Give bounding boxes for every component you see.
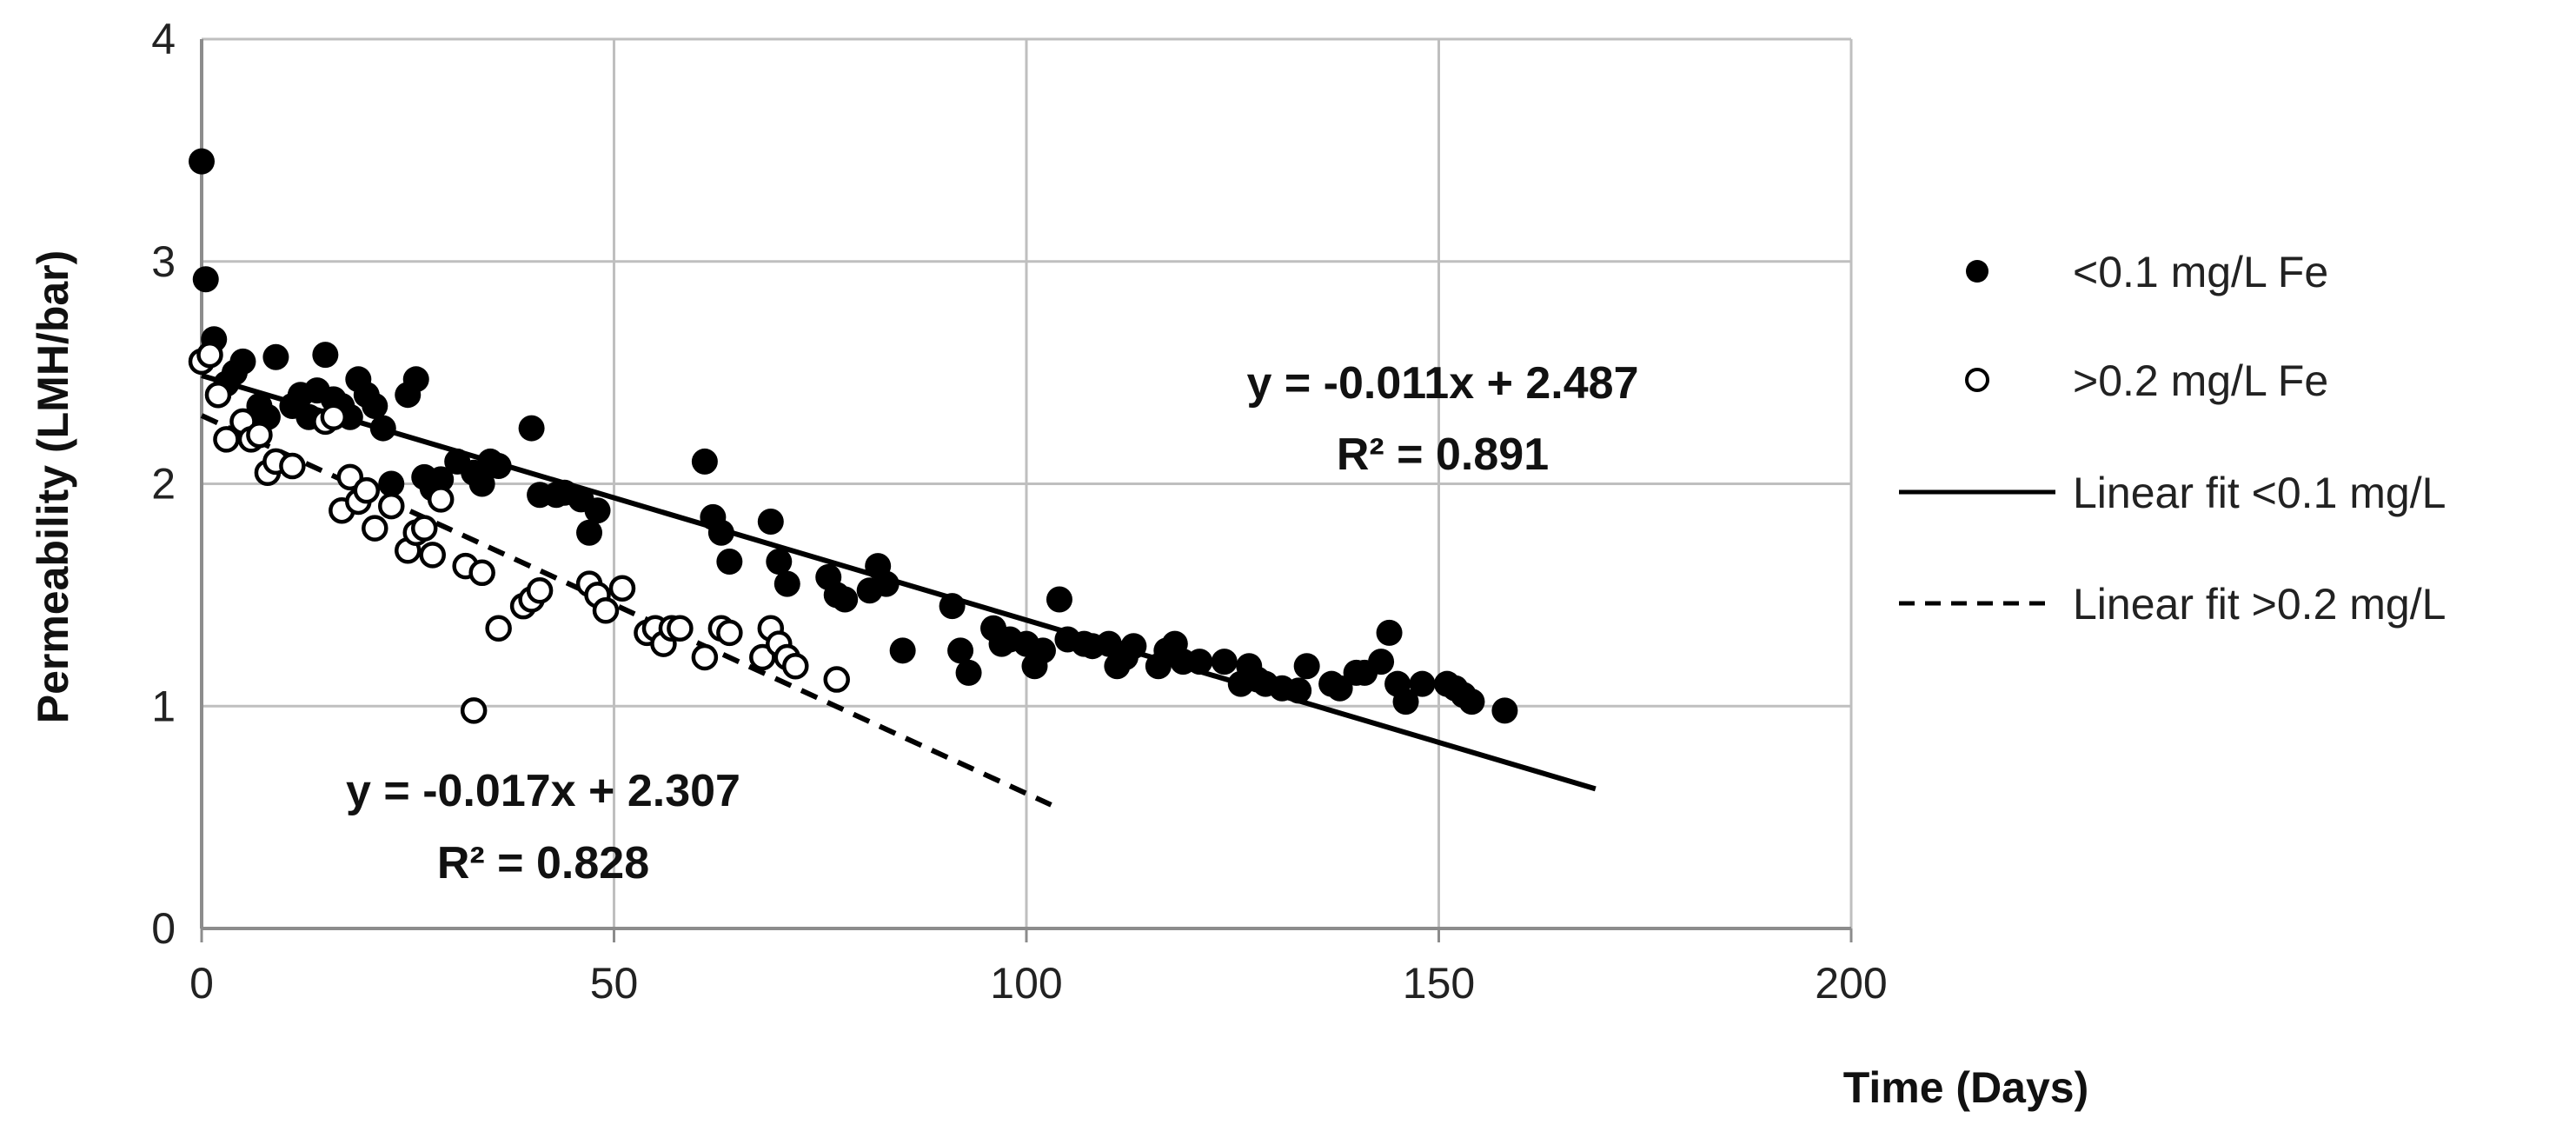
- data-point-open: [196, 341, 223, 369]
- data-point-filled: [955, 659, 982, 686]
- data-point-open: [526, 577, 554, 604]
- x-tick-label: 100: [990, 959, 1062, 1008]
- data-point-filled: [584, 497, 611, 524]
- legend-marker-filled-circle: [1966, 260, 1988, 283]
- data-point-filled: [402, 366, 429, 393]
- legend-label-fit-1: Linear fit <0.1 mg/L: [2073, 469, 2446, 517]
- data-point-filled: [485, 453, 512, 480]
- data-point-open: [667, 615, 694, 642]
- data-point-open: [782, 652, 809, 680]
- fit-1-equation: y = -0.011x + 2.487: [1246, 358, 1638, 409]
- legend: <0.1 mg/L Fe >0.2 mg/L Fe Linear fit <0.…: [1899, 248, 2446, 629]
- data-point-filled: [1046, 586, 1072, 613]
- data-point-filled: [1409, 670, 1436, 697]
- y-tick-label: 1: [151, 682, 176, 730]
- data-point-filled: [1392, 689, 1419, 715]
- x-tick-label: 150: [1403, 959, 1475, 1008]
- x-tick-label: 200: [1815, 959, 1887, 1008]
- data-point-filled: [1029, 637, 1056, 664]
- data-point-filled: [873, 570, 900, 597]
- x-tick-label: 50: [590, 959, 639, 1008]
- data-point-filled: [1285, 677, 1312, 704]
- axes: [200, 39, 1853, 942]
- data-point-filled: [889, 637, 916, 664]
- data-point-open: [204, 381, 232, 409]
- data-point-filled: [773, 570, 800, 597]
- data-point-filled: [1186, 649, 1213, 675]
- fit-2-equation: y = -0.017x + 2.307: [346, 766, 740, 816]
- data-point-open: [691, 643, 719, 671]
- x-tick-label: 0: [189, 959, 214, 1008]
- data-point-open: [362, 515, 388, 542]
- data-point-filled: [707, 519, 734, 546]
- data-point-filled: [428, 466, 455, 493]
- data-point-filled: [262, 343, 289, 370]
- x-axis-title: Time (Days): [1843, 1063, 2089, 1112]
- data-point-open: [749, 643, 776, 671]
- data-point-filled: [468, 470, 495, 497]
- data-point-filled: [1120, 633, 1147, 660]
- fit-1-r2: R² = 0.891: [1337, 429, 1549, 480]
- data-point-filled: [1491, 697, 1518, 724]
- data-point-open: [468, 559, 495, 587]
- data-point-filled: [192, 266, 219, 293]
- data-point-open: [320, 403, 348, 431]
- legend-label-series-2: >0.2 mg/L Fe: [2073, 356, 2328, 405]
- y-tick-label: 2: [151, 460, 176, 509]
- legend-label-fit-2: Linear fit >0.2 mg/L: [2073, 580, 2446, 629]
- data-point-open: [378, 492, 405, 520]
- data-point-filled: [1211, 649, 1238, 675]
- data-point-filled: [757, 508, 784, 535]
- data-point-open: [419, 542, 446, 569]
- data-point-filled: [518, 415, 545, 442]
- data-point-open: [460, 697, 488, 724]
- y-axis-title: Permeability (LMH/bar): [29, 250, 77, 724]
- data-point-open: [246, 421, 273, 449]
- data-point-filled: [939, 593, 966, 620]
- y-tick-labels: 0 1 2 3 4: [151, 15, 176, 953]
- data-point-open: [608, 575, 636, 602]
- data-point-filled: [312, 342, 339, 369]
- legend-marker-open-circle: [1965, 368, 1989, 392]
- data-point-open: [823, 666, 850, 693]
- data-point-open: [427, 486, 455, 513]
- data-point-filled: [1376, 619, 1403, 646]
- data-point-open: [485, 615, 512, 642]
- y-tick-label: 4: [151, 15, 176, 63]
- y-tick-label: 3: [151, 237, 176, 286]
- data-point-filled: [378, 470, 405, 497]
- data-point-filled: [832, 586, 859, 613]
- data-point-open: [336, 463, 364, 491]
- data-point-filled: [369, 415, 396, 442]
- data-point-open: [716, 619, 743, 647]
- data-point-filled: [229, 348, 256, 375]
- data-point-filled: [1458, 689, 1485, 715]
- data-point-open: [279, 452, 306, 480]
- data-point-filled: [1368, 649, 1395, 675]
- data-point-filled: [1293, 653, 1320, 680]
- data-point-filled: [716, 549, 743, 576]
- data-point-filled: [362, 392, 388, 419]
- data-points: [188, 148, 1518, 724]
- data-point-open: [213, 426, 240, 453]
- y-tick-label: 0: [151, 904, 176, 953]
- data-point-open: [353, 476, 381, 504]
- data-point-filled: [766, 549, 793, 576]
- legend-label-series-1: <0.1 mg/L Fe: [2073, 248, 2328, 296]
- x-tick-labels: 0 50 100 150 200: [189, 959, 1888, 1008]
- data-point-open: [592, 597, 620, 624]
- data-point-open: [410, 515, 438, 542]
- fit-2-r2: R² = 0.828: [437, 838, 649, 888]
- data-point-filled: [691, 448, 718, 475]
- data-point-filled: [189, 148, 215, 175]
- data-point-filled: [947, 637, 974, 664]
- data-point-filled: [576, 519, 603, 546]
- data-point-filled: [1326, 675, 1353, 702]
